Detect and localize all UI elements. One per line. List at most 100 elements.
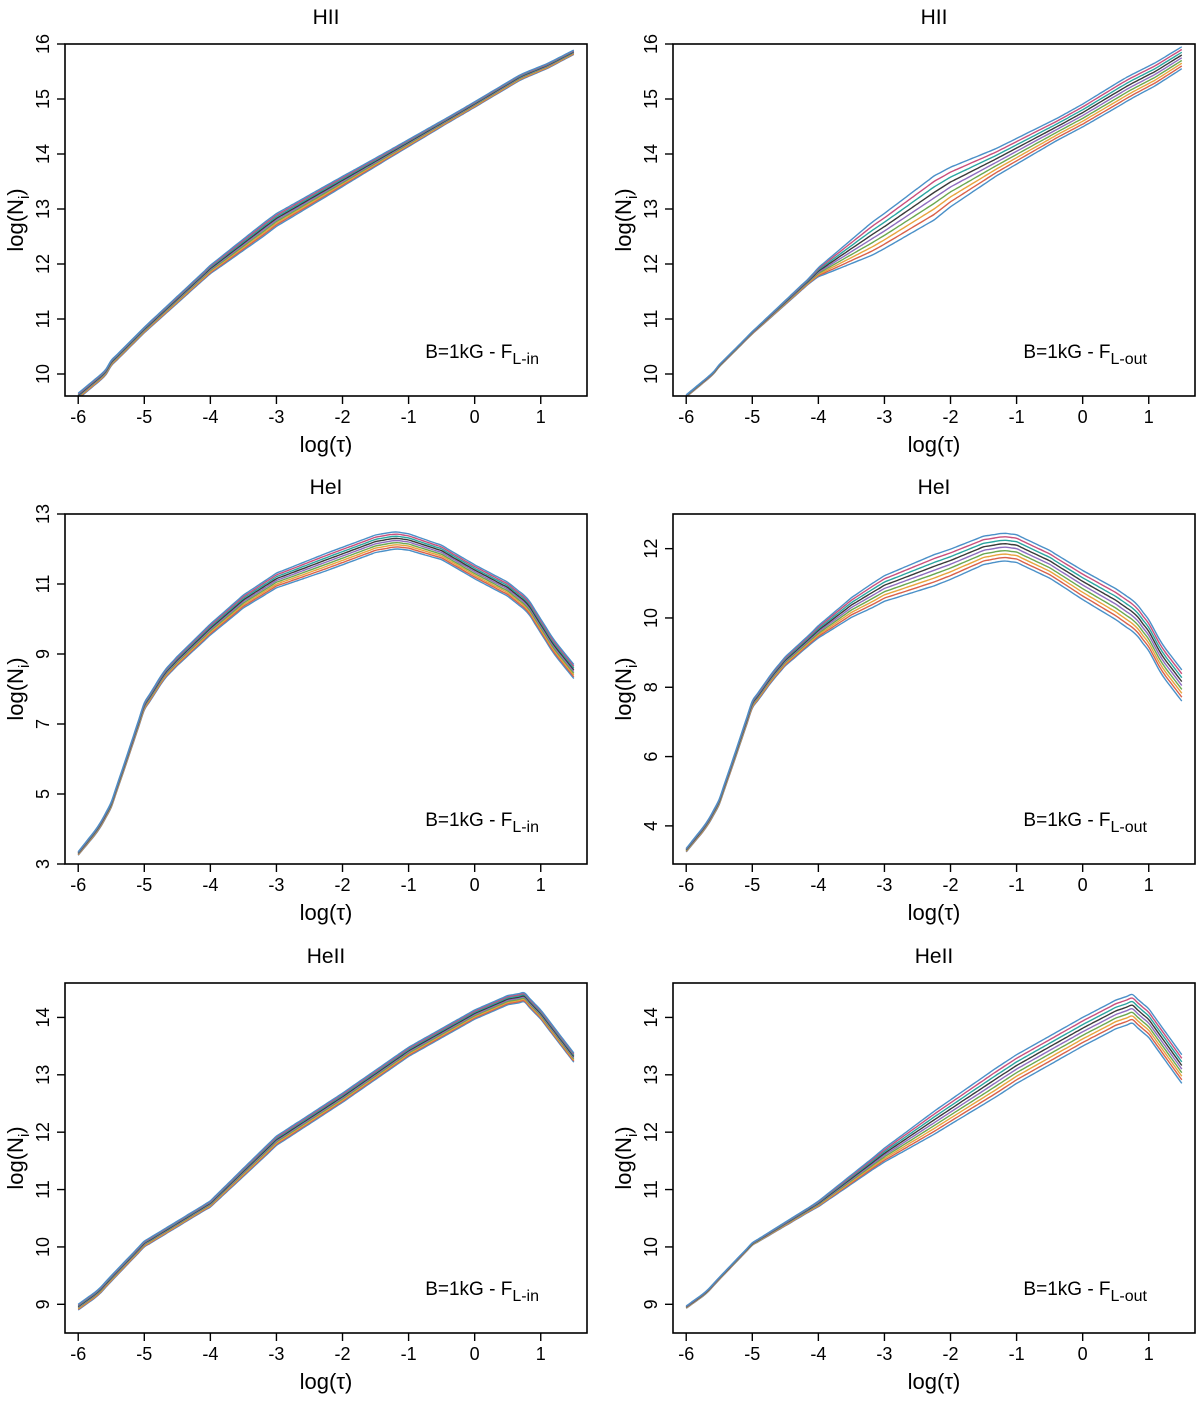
series-band — [77, 531, 575, 856]
y-tick-label: 8 — [641, 682, 661, 692]
y-axis-label-close: ) — [3, 657, 28, 664]
x-tick-label: -2 — [943, 1344, 959, 1364]
chart-panel-3: -6 -5 -4 -3 -2 -1 0 135791113HeIlog(τ)log(Ni)B=… — [3, 476, 588, 925]
series-line-9 — [685, 993, 1183, 1307]
y-axis-label-sub: i — [624, 665, 641, 668]
y-axis-label: log(Ni) — [3, 1126, 33, 1189]
x-tick-label: -3 — [876, 407, 892, 427]
series-line-1 — [77, 1000, 575, 1311]
y-axis-label-sub: i — [16, 196, 33, 199]
y-axis-label-close: ) — [611, 657, 636, 664]
y-tick-label: 14 — [641, 144, 661, 164]
chart-panel-6: -6 -5 -4 -3 -2 -1 0 1 9 10 11 12 13 14 HeII log(τ) log(N… — [611, 945, 1196, 1394]
series-line-9 — [685, 46, 1183, 396]
chart-title: HeII — [307, 945, 346, 968]
annotation-main: B=1kG - F — [425, 810, 512, 831]
x-tick-label: -5 — [744, 875, 760, 895]
annotation: B=1kG - FL-out — [1023, 810, 1147, 836]
y-axis-label-sub: i — [624, 1134, 641, 1137]
x-tick-label: -5 — [744, 1344, 760, 1364]
x-tick-label: 1 — [1144, 1344, 1154, 1364]
x-axis-label: log(τ) — [908, 432, 961, 457]
x-tick-label: -5 — [136, 1344, 152, 1364]
chart-title: HeII — [915, 945, 954, 968]
x-axis-label: log(τ) — [300, 432, 353, 457]
series-band — [77, 991, 575, 1311]
annotation-sub: L-in — [512, 819, 539, 836]
series-line-9 — [77, 531, 575, 853]
y-axis-label-sub: i — [624, 196, 641, 199]
series-line-4 — [685, 1011, 1183, 1309]
x-tick-label: -1 — [1009, 875, 1025, 895]
series-line-9 — [77, 49, 575, 394]
series-line-3 — [77, 998, 575, 1310]
y-tick-label: 12 — [33, 1122, 53, 1142]
y-tick-label: 5 — [33, 789, 53, 799]
x-tick-label: -3 — [876, 875, 892, 895]
series-line-3 — [685, 1015, 1183, 1309]
series-line-5 — [685, 1008, 1183, 1308]
series-band — [685, 46, 1183, 396]
y-tick-label: 15 — [641, 89, 661, 109]
y-tick-label: 13 — [33, 1065, 53, 1085]
x-tick-label: 1 — [536, 1344, 546, 1364]
x-axis-label: log(τ) — [300, 900, 353, 925]
x-tick-label: 1 — [536, 875, 546, 895]
x-tick-label: -3 — [268, 1344, 284, 1364]
x-tick-label: 1 — [1144, 407, 1154, 427]
series-line-1 — [685, 560, 1183, 853]
y-tick-label: 10 — [33, 1237, 53, 1257]
series-line-9 — [685, 532, 1183, 849]
chart-panel-5: -6 -5 -4 -3 -2 -1 0 1 9 10 11 12 13 14 HeII log(τ) log(N… — [3, 945, 588, 1394]
x-tick-label: -6 — [678, 407, 694, 427]
x-tick-label: 0 — [470, 1344, 480, 1364]
chart-title: HeI — [918, 476, 951, 499]
x-tick-label: -2 — [335, 1344, 351, 1364]
x-tick-label: -6 — [70, 407, 86, 427]
y-axis-label-close: ) — [611, 1126, 636, 1133]
y-tick-label: 13 — [33, 199, 53, 219]
plot-frame — [672, 43, 1196, 397]
y-tick-label: 13 — [33, 504, 53, 524]
series-line-8 — [77, 992, 575, 1306]
y-axis-label: log(Ni) — [611, 188, 641, 251]
annotation: B=1kG - FL-out — [1023, 1279, 1147, 1305]
x-axis-label: log(τ) — [300, 1369, 353, 1394]
y-tick-label: 14 — [33, 144, 53, 164]
y-tick-label: 12 — [641, 254, 661, 274]
annotation: B=1kG - FL-in — [425, 1279, 539, 1305]
annotation-main: B=1kG - F — [1023, 342, 1110, 363]
x-tick-label: -2 — [943, 407, 959, 427]
y-tick-label: 16 — [641, 34, 661, 54]
x-tick-label: -4 — [810, 875, 826, 895]
y-tick-label: 12 — [641, 1122, 661, 1142]
x-tick-label: -5 — [744, 407, 760, 427]
x-tick-label: -4 — [810, 407, 826, 427]
y-tick-label: 13 — [641, 1065, 661, 1085]
chart-title: HII — [313, 6, 340, 29]
y-tick-label: 16 — [33, 34, 53, 54]
x-tick-label: -6 — [678, 875, 694, 895]
series-band — [685, 532, 1183, 853]
chart-title: HII — [921, 6, 948, 29]
y-tick-label: 9 — [641, 1299, 661, 1309]
chart-panel-2: -6 -5 -4 -3 -2 -1 0 1 10 11 12 13 14 15 16 HII log(τ) log… — [611, 6, 1196, 457]
plot-frame — [64, 982, 588, 1334]
x-tick-label: -6 — [70, 1344, 86, 1364]
plot-frame — [64, 43, 588, 397]
series-line-5 — [77, 996, 575, 1308]
x-tick-label: 1 — [536, 407, 546, 427]
y-tick-label: 11 — [33, 1180, 53, 1199]
y-tick-label: 11 — [641, 310, 661, 329]
x-tick-label: -1 — [401, 407, 417, 427]
series-line-2 — [685, 1018, 1183, 1309]
y-axis-label-main: log(N — [3, 1137, 28, 1190]
x-tick-label: -1 — [1009, 407, 1025, 427]
y-axis-label-main: log(N — [611, 199, 636, 252]
annotation: B=1kG - FL-in — [425, 342, 539, 368]
y-tick-label: 13 — [641, 199, 661, 219]
series-line-1 — [685, 1022, 1183, 1309]
y-axis-label-main: log(N — [3, 668, 28, 721]
y-axis-label: log(Ni) — [611, 1126, 641, 1189]
series-line-2 — [77, 546, 575, 856]
